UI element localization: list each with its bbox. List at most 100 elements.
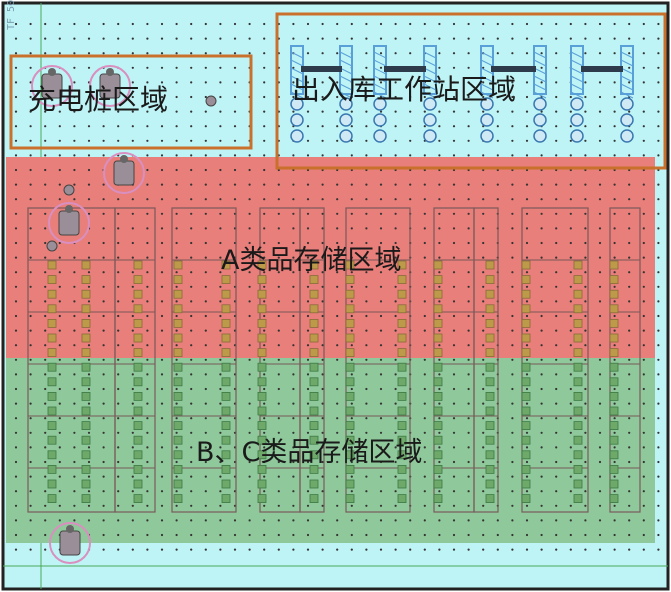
grid-dot [160,198,164,201]
grid-dot [569,402,572,405]
grid-dot [350,387,353,391]
pod-square [173,362,183,372]
grid-dot [336,402,339,405]
grid-dot [452,256,456,259]
grid-dot [160,519,164,522]
grid-dot [102,431,105,434]
grid-dot [219,256,222,259]
grid-dot [102,212,105,215]
grid-dot [175,533,178,537]
grid-dot [336,256,339,259]
grid-dot [219,212,222,215]
grid-dot [657,300,660,303]
grid-dot [628,548,631,551]
grid-dot [73,110,76,113]
grid-dot [44,504,47,507]
pod-square [133,333,143,343]
robot-range-ring [103,152,145,194]
grid-dot [29,95,32,99]
grid-dot [58,198,61,201]
pod-square [345,289,355,299]
grid-dot [321,533,324,537]
grid-dot [146,271,149,274]
grid-dot [292,37,295,40]
grid-dot [29,81,32,84]
grid-dot [44,533,47,537]
charging-zone-border [9,54,253,150]
grid-dot [584,490,587,493]
grid-dot [160,183,164,186]
grid-dot [131,329,134,332]
pod-square [433,494,443,504]
grid-dot [482,154,485,157]
grid-dot [160,110,164,113]
grid-dot [306,504,310,507]
pod-square [397,333,407,343]
grid-dot [642,387,645,391]
grid-dot [438,373,441,376]
grid-dot [102,387,105,391]
grid-dot [44,110,47,113]
grid-dot [263,212,266,215]
grid-dot [628,329,631,332]
grid-dot [292,446,295,449]
grid-dot [613,504,616,507]
grid-dot [394,475,397,478]
grid-dot [292,241,295,245]
grid-dot [336,95,339,99]
grid-dot [233,66,237,69]
pod-square [133,421,143,431]
station-slot [480,97,494,111]
grid-dot [292,460,295,464]
grid-dot [525,373,529,376]
grid-dot [29,212,32,215]
grid-dot [555,95,558,99]
grid-dot [73,446,76,449]
grid-dot [438,300,441,303]
grid-dot [131,52,134,55]
grid-dot [555,183,558,186]
grid-dot [467,475,470,478]
grid-dot [14,300,18,303]
grid-dot [219,431,222,434]
pod-square [397,421,407,431]
grid-dot [14,81,18,84]
grid-dot [467,256,470,259]
grid-dot [598,212,602,215]
grid-dot [350,402,353,405]
grid-dot [540,460,543,464]
grid-dot [350,198,353,201]
grid-dot [190,271,193,274]
pod-square [221,464,231,474]
pod-square [573,494,583,504]
pod-square [257,464,267,474]
grid-dot [613,198,616,201]
grid-dot [44,52,47,55]
station-rack-brace [533,83,547,91]
grid-dot [598,314,602,318]
grid-dot [44,227,47,230]
station-rack-brace [423,59,437,67]
station-slot [339,129,353,143]
grid-dot [321,490,324,493]
grid-dot [365,66,368,69]
grid-dot [467,212,470,215]
pod-square [573,450,583,460]
grid-dot [58,37,61,40]
grid-dot [102,402,105,405]
grid-dot [628,519,631,522]
grid-dot [438,446,441,449]
grid-dot [58,431,61,434]
grid-dot [204,154,207,157]
grid-dot [146,490,149,493]
grid-dot [350,285,353,288]
grid-dot [452,431,456,434]
small-robot [205,95,217,107]
grid-dot [657,358,660,361]
grid-dot [58,490,61,493]
grid-dot [525,358,529,361]
grid-dot [598,139,602,142]
grid-dot [642,446,645,449]
grid-dot [219,110,222,113]
grid-dot [555,110,558,113]
